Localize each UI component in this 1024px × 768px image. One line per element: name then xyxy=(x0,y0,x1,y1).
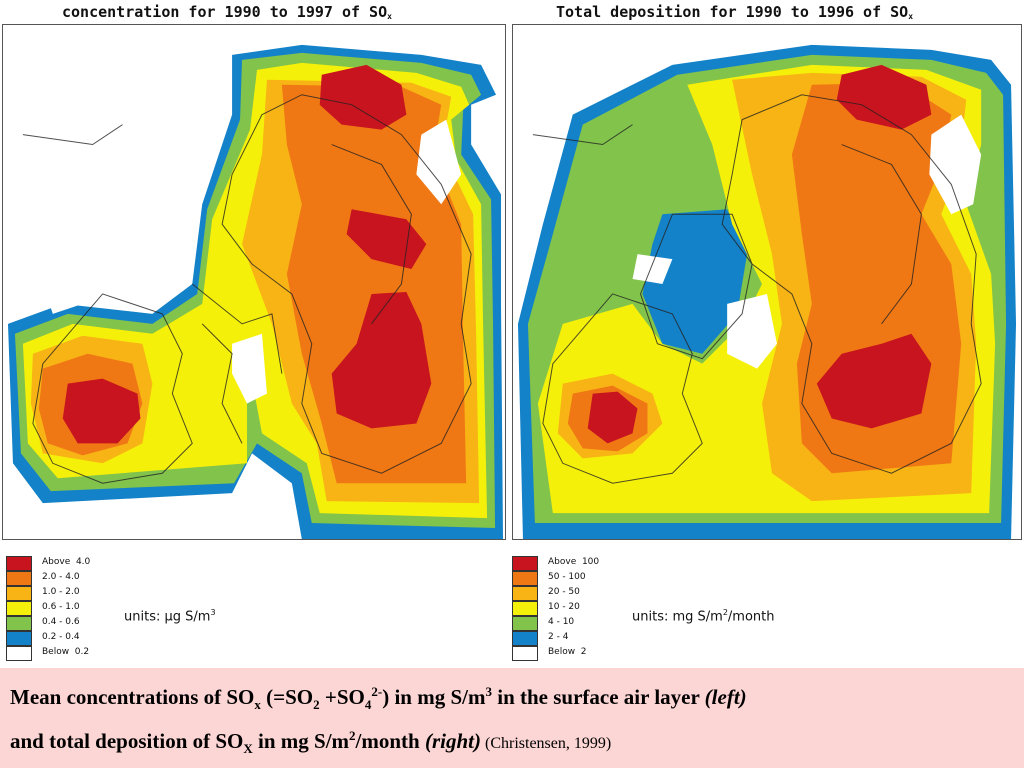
legend-swatch xyxy=(512,646,538,661)
legend-label: 4 - 10 xyxy=(548,617,575,627)
legend-label: 0.6 - 1.0 xyxy=(42,602,80,612)
legend-label: 0.4 - 0.6 xyxy=(42,617,80,627)
legend-label: 50 - 100 xyxy=(548,572,586,582)
legend-swatch xyxy=(6,571,32,586)
legend-label: 1.0 - 2.0 xyxy=(42,587,80,597)
legend-label: 2 - 4 xyxy=(548,632,569,642)
caption-line-1: Mean concentrations of SOx (=SO2 +SO42-)… xyxy=(10,684,747,713)
left-units-label: units: μg S/m3 xyxy=(124,608,216,625)
right-deposition-map xyxy=(512,24,1022,540)
legend-swatch xyxy=(512,556,538,571)
right-map-title: Total deposition for 1990 to 1996 of SOx xyxy=(556,3,914,21)
legend-label: 0.2 - 0.4 xyxy=(42,632,80,642)
legend-label: 2.0 - 4.0 xyxy=(42,572,80,582)
legend-swatch xyxy=(512,601,538,616)
legend-label: Below 2 xyxy=(548,647,587,657)
legend-label: 10 - 20 xyxy=(548,602,580,612)
legend-swatch xyxy=(6,601,32,616)
legend-swatch xyxy=(6,586,32,601)
legend-swatch xyxy=(512,631,538,646)
legend-swatch xyxy=(6,631,32,646)
legend-swatch xyxy=(6,646,32,661)
legend-swatch xyxy=(6,616,32,631)
citation: (Christensen, 1999) xyxy=(481,735,612,753)
left-concentration-map xyxy=(2,24,506,540)
legend-swatch xyxy=(512,586,538,601)
legend-swatch xyxy=(512,571,538,586)
legend-label: 20 - 50 xyxy=(548,587,580,597)
legend-label: Above 100 xyxy=(548,557,600,567)
legend-swatch xyxy=(512,616,538,631)
caption-box: Mean concentrations of SOx (=SO2 +SO42-)… xyxy=(0,668,1024,768)
right-units-label: units: mg S/m2/month xyxy=(632,608,775,625)
legend-swatch xyxy=(6,556,32,571)
legend-label: Below 0.2 xyxy=(42,647,90,657)
caption-line-2: and total deposition of SOX in mg S/m2/m… xyxy=(10,728,612,757)
legend-label: Above 4.0 xyxy=(42,557,91,567)
left-map-title: concentration for 1990 to 1997 of SOx xyxy=(62,3,392,21)
